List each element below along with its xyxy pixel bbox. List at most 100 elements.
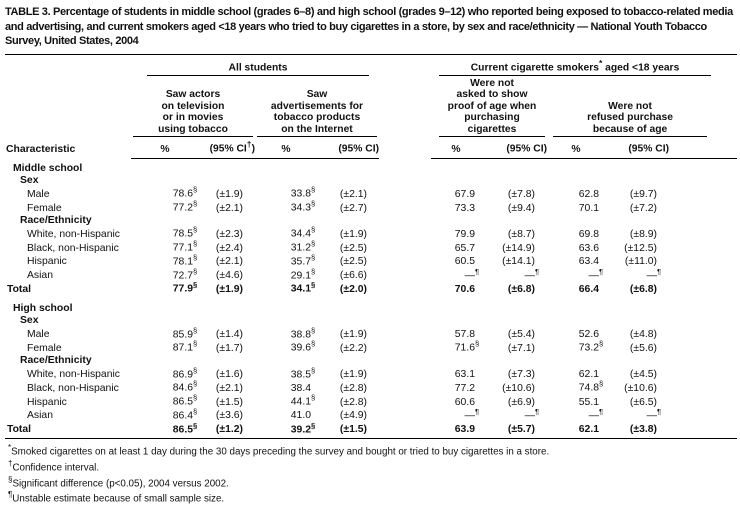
table-row: Total 77.9§ (±1.9) 34.1§ (±2.0) 70.6 (±6… (5, 281, 737, 296)
spanner-current-smokers: Current cigarette smokers* aged <18 year… (431, 54, 737, 76)
table-header: Characteristic All students Current ciga… (5, 54, 738, 159)
cell-ci: (±6.8) (629, 283, 657, 295)
cell-ci: —¶ (646, 406, 662, 422)
cell-pct (431, 315, 481, 327)
cell-pct: 60.6 (454, 396, 475, 408)
tail-header (669, 137, 738, 159)
pct-header: % (547, 137, 605, 159)
cell-pct (131, 315, 199, 327)
table-row: Black, non-Hispanic 84.6§ (±2.1) 38.4 (±… (5, 379, 737, 395)
ci-header: (95% CI†) (199, 137, 255, 159)
cell-pct: —¶ (464, 406, 480, 422)
column-gap (379, 54, 431, 158)
cell-ci: (±3.8) (605, 422, 669, 440)
cell-pct: 34.4§ (290, 225, 316, 240)
table-row: Sex (5, 315, 737, 327)
cell-pct: 62.1 (547, 422, 605, 440)
cell-ci: (±5.7) (481, 422, 547, 440)
row-label: Male (27, 329, 50, 341)
cell-ci: (±1.5) (215, 396, 243, 408)
cell-ci: (±8.7) (507, 228, 535, 240)
cell-gap (379, 355, 431, 367)
cell-gap (379, 368, 431, 382)
cell-ci: (±12.5) (624, 242, 657, 254)
cell-pct: 77.1§ (172, 239, 198, 254)
row-label: Race/Ethnicity (20, 355, 92, 367)
row-label: Male (27, 188, 50, 200)
cell-pct: —¶ (588, 266, 604, 282)
pct-header: % (255, 137, 317, 159)
cell-ci: (±8.9) (629, 228, 657, 240)
cell-pct: 63.1 (454, 368, 475, 380)
cell-pct: 73.2§ (578, 339, 604, 354)
cell-ci: (±1.7) (215, 342, 243, 354)
cell-gap (379, 201, 431, 215)
cell-pct (255, 315, 317, 327)
cell-pct: —¶ (464, 266, 480, 282)
cell-tail (669, 158, 737, 175)
cell-pct: 72.7§ (172, 266, 198, 282)
cell-pct: 78.1§ (172, 252, 198, 268)
cell-ci: (±14.1) (502, 256, 535, 268)
footnote: *Smoked cigarettes on at least 1 day dur… (7, 442, 734, 458)
cell-pct: 63.6 (578, 242, 599, 254)
footnote-text: Unstable estimate because of small sampl… (12, 493, 225, 505)
cell-ci: (±7.8) (507, 188, 535, 200)
cell-pct: 77.2§ (172, 199, 198, 214)
cell-tail (669, 215, 737, 227)
cell-pct: 52.6 (578, 329, 599, 341)
group-header-tv-movies: Saw actors on television or in movies us… (131, 76, 255, 138)
cell-ci (317, 215, 379, 227)
cell-gap (379, 187, 431, 201)
cell-tail (669, 328, 737, 342)
cell-ci (605, 296, 669, 315)
cell-gap (379, 296, 431, 315)
ci-header: (95% CI) (317, 137, 379, 159)
ci-header: (95% CI) (605, 137, 669, 159)
cell-ci: (±7.1) (507, 342, 535, 354)
cell-pct: 74.8§ (578, 379, 604, 394)
cell-ci (317, 355, 379, 367)
row-label: Sex (20, 175, 39, 187)
cell-pct: 41.0 (290, 410, 311, 422)
row-label: Total (7, 283, 32, 295)
cell-tail (669, 368, 737, 382)
cell-ci: (±3.6) (215, 410, 243, 422)
cell-ci: (±4.5) (629, 368, 657, 380)
cell-gap (379, 422, 431, 440)
cell-ci: (±6.9) (507, 396, 535, 408)
cell-pct: 39.2§ (255, 421, 317, 440)
table-row: Asian 86.4§ (±3.6) 41.0 (±4.9) —¶ —¶ —¶ … (5, 406, 737, 423)
cell-ci (481, 215, 547, 227)
cell-tail (669, 315, 737, 327)
cell-ci: (±9.7) (629, 188, 657, 200)
cell-ci: (±2.1) (215, 382, 243, 394)
table-row: High school (5, 296, 737, 315)
table-row: Male 78.6§ (±1.9) 33.8§ (±2.1) 67.9 (±7.… (5, 186, 737, 201)
cell-pct: 79.9 (454, 228, 475, 240)
cell-pct (255, 355, 317, 367)
table-row: Asian 72.7§ (±4.6) 29.1§ (±6.6) —¶ —¶ —¶… (5, 266, 737, 283)
cell-pct: 55.1 (578, 396, 599, 408)
cell-pct (547, 355, 605, 367)
footnote: †Confidence interval. (7, 458, 734, 474)
cell-ci: (±2.5) (339, 256, 367, 268)
cell-tail (669, 341, 737, 355)
cell-tail (669, 395, 737, 409)
cell-gap (379, 381, 431, 395)
row-label: Hispanic (27, 256, 67, 268)
cell-gap (379, 409, 431, 423)
cell-gap (379, 315, 431, 327)
cell-ci: (±4.9) (339, 410, 367, 422)
cell-ci: (±2.4) (215, 242, 243, 254)
footnote-text: Smoked cigarettes on at least 1 day duri… (11, 446, 550, 458)
cell-pct: 77.2 (454, 382, 475, 394)
table-row: Hispanic 78.1§ (±2.1) 35.7§ (±2.5) 60.5 … (5, 252, 737, 269)
ci-header: (95% CI) (481, 137, 547, 159)
cell-ci: (±7.3) (507, 368, 535, 380)
table-row: Female 77.2§ (±2.1) 34.3§ (±2.7) 73.3 (±… (5, 199, 737, 215)
cell-tail (669, 241, 737, 255)
cell-pct: 57.8 (454, 329, 475, 341)
cell-pct: 34.3§ (290, 199, 316, 214)
cell-pct (547, 175, 605, 187)
